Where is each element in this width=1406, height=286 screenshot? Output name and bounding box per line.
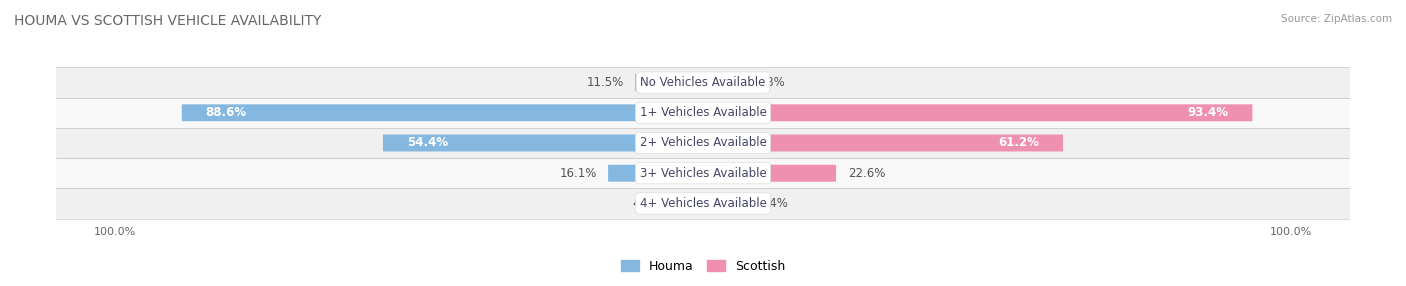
Text: 4+ Vehicles Available: 4+ Vehicles Available [640, 197, 766, 210]
FancyBboxPatch shape [609, 165, 703, 182]
FancyBboxPatch shape [181, 104, 703, 121]
Text: 11.5%: 11.5% [586, 76, 624, 89]
Text: No Vehicles Available: No Vehicles Available [640, 76, 766, 89]
Text: 2+ Vehicles Available: 2+ Vehicles Available [640, 136, 766, 150]
FancyBboxPatch shape [703, 165, 837, 182]
Text: 54.4%: 54.4% [406, 136, 447, 150]
FancyBboxPatch shape [703, 195, 747, 212]
Text: HOUMA VS SCOTTISH VEHICLE AVAILABILITY: HOUMA VS SCOTTISH VEHICLE AVAILABILITY [14, 14, 322, 28]
Text: 88.6%: 88.6% [205, 106, 246, 119]
Text: 6.8%: 6.8% [755, 76, 785, 89]
FancyBboxPatch shape [673, 195, 703, 212]
Text: 93.4%: 93.4% [1188, 106, 1229, 119]
Bar [0, 128, 1406, 158]
Text: 1+ Vehicles Available: 1+ Vehicles Available [640, 106, 766, 119]
Bar [0, 188, 1406, 219]
Text: Source: ZipAtlas.com: Source: ZipAtlas.com [1281, 14, 1392, 24]
Bar [0, 158, 1406, 188]
Bar [0, 67, 1406, 98]
FancyBboxPatch shape [703, 134, 1063, 152]
FancyBboxPatch shape [382, 134, 703, 152]
FancyBboxPatch shape [703, 104, 1253, 121]
Text: 4.9%: 4.9% [633, 197, 662, 210]
Bar [0, 98, 1406, 128]
Legend: Houma, Scottish: Houma, Scottish [616, 255, 790, 278]
FancyBboxPatch shape [636, 74, 703, 91]
Text: 3+ Vehicles Available: 3+ Vehicles Available [640, 167, 766, 180]
Text: 22.6%: 22.6% [848, 167, 884, 180]
Text: 7.4%: 7.4% [758, 197, 789, 210]
Text: 16.1%: 16.1% [560, 167, 596, 180]
FancyBboxPatch shape [703, 74, 744, 91]
Text: 61.2%: 61.2% [998, 136, 1039, 150]
